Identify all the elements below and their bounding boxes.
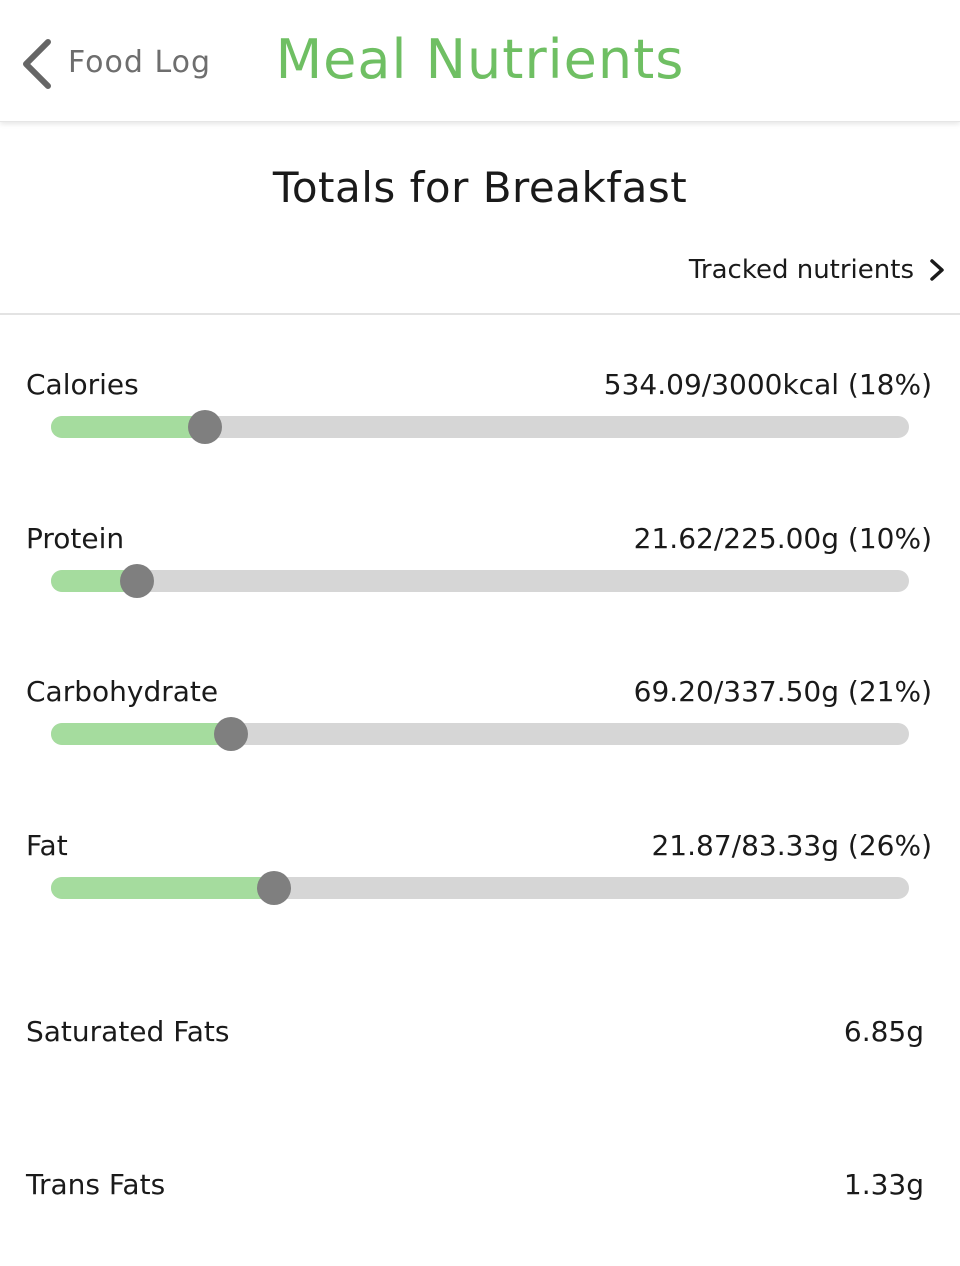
nutrient-value: 21.87/83.33g (26%) <box>651 829 932 862</box>
back-button[interactable]: Food Log <box>16 30 226 94</box>
progress-track <box>51 564 909 598</box>
nutrient-name: Protein <box>26 522 125 555</box>
chevron-right-icon <box>930 259 944 281</box>
app-header: Food Log Meal Nutrients <box>0 0 960 122</box>
page-title: Meal Nutrients <box>0 28 960 91</box>
section-divider <box>0 313 960 315</box>
progress-track <box>51 871 909 905</box>
progress-thumb[interactable] <box>188 410 223 444</box>
progress-fill <box>51 723 232 745</box>
nutrient-row-saturated-fats: Saturated Fats 6.85g <box>0 1015 960 1055</box>
progress-thumb[interactable] <box>214 717 249 751</box>
nutrient-name: Saturated Fats <box>26 1015 230 1048</box>
nutrient-value: 21.62/225.00g (10%) <box>633 522 932 555</box>
tracked-nutrients-link[interactable]: Tracked nutrients <box>689 250 948 290</box>
nutrient-row-fat: Fat 21.87/83.33g (26%) <box>0 829 960 939</box>
page-title-text: Meal Nutrients <box>275 28 685 91</box>
progress-fill <box>51 416 206 438</box>
totals-heading: Totals for Breakfast <box>272 163 688 212</box>
nutrient-row-calories: Calories 534.09/3000kcal (18%) <box>0 368 960 478</box>
nutrient-name: Calories <box>26 368 139 401</box>
progress-fill <box>51 877 275 899</box>
nutrient-name: Carbohydrate <box>26 675 219 708</box>
nutrient-name: Trans Fats <box>26 1168 166 1201</box>
tracked-nutrients-label: Tracked nutrients <box>688 255 914 285</box>
progress-thumb[interactable] <box>119 564 154 598</box>
progress-track <box>51 717 909 751</box>
nutrient-value: 534.09/3000kcal (18%) <box>603 368 932 401</box>
chevron-left-icon <box>23 39 51 89</box>
progress-thumb[interactable] <box>257 871 292 905</box>
nutrient-value: 1.33g <box>843 1168 924 1201</box>
nutrient-value: 69.20/337.50g (21%) <box>633 675 932 708</box>
nutrient-row-carbohydrate: Carbohydrate 69.20/337.50g (21%) <box>0 675 960 785</box>
nutrient-value: 6.85g <box>843 1015 924 1048</box>
progress-track <box>51 410 909 444</box>
nutrient-name: Fat <box>26 829 68 862</box>
nutrient-row-trans-fats: Trans Fats 1.33g <box>0 1168 960 1208</box>
back-label: Food Log <box>68 44 212 80</box>
nutrient-row-protein: Protein 21.62/225.00g (10%) <box>0 522 960 632</box>
progress-fill <box>51 570 137 592</box>
